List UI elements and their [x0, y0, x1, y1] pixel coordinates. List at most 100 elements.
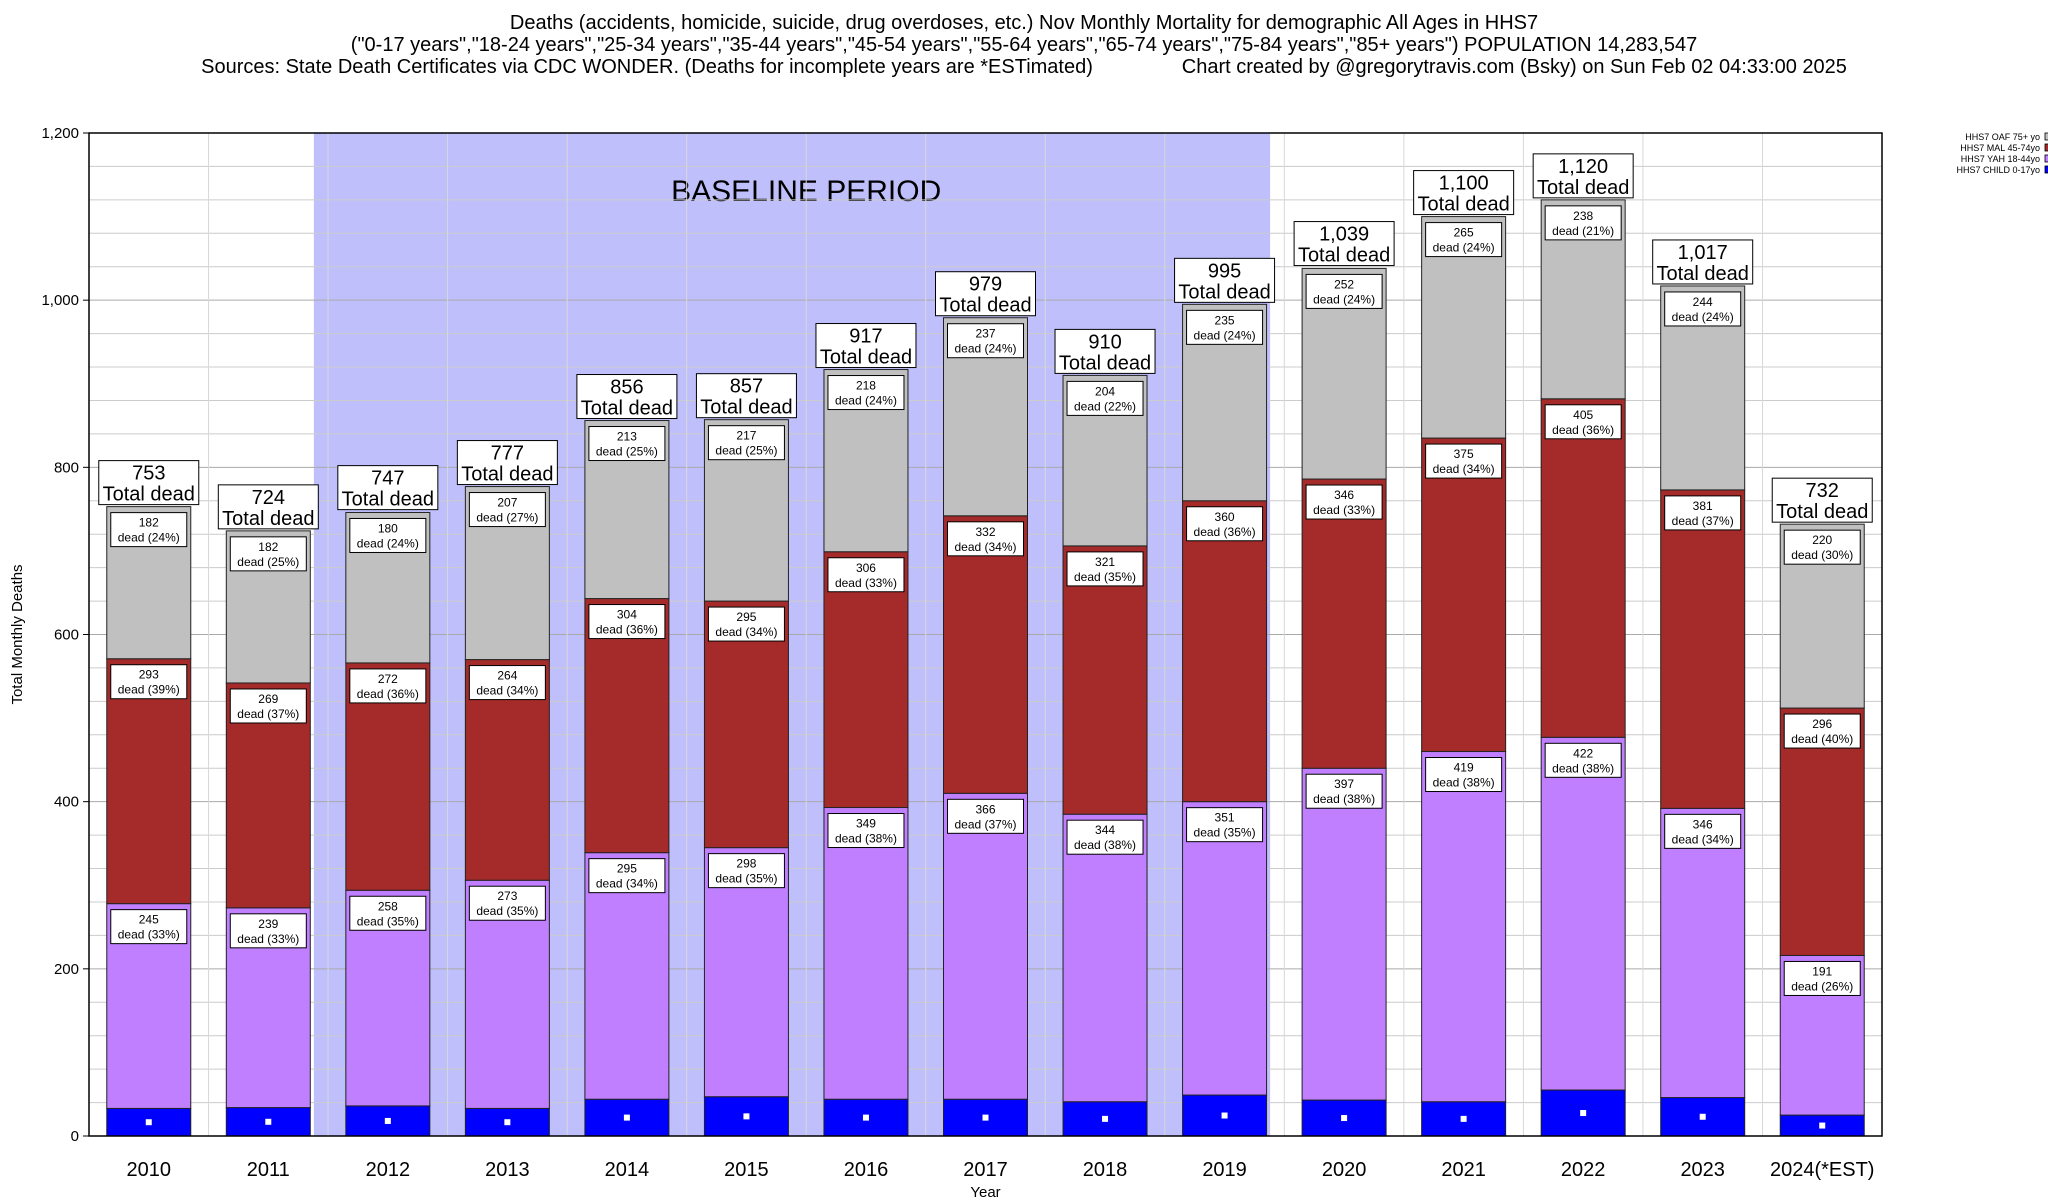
x-tick-label: 2018 [1083, 1159, 1128, 1181]
data-label-percent: dead (38%) [835, 832, 897, 846]
data-label-value: 213 [617, 430, 637, 444]
data-label-percent: dead (34%) [954, 540, 1016, 554]
total-label-box [1174, 257, 1276, 303]
total-label-suffix: Total dead [1178, 281, 1270, 303]
data-label-percent: dead (27%) [476, 511, 538, 525]
data-label-box [468, 492, 546, 528]
total-label-value: 732 [1806, 480, 1839, 502]
y-tick-label: 600 [54, 627, 79, 644]
total-label-suffix: Total dead [1417, 194, 1509, 216]
data-label-box [588, 858, 666, 894]
legend-swatch [2044, 132, 2048, 141]
total-label-box [935, 271, 1036, 317]
bar-segment-hhs7-yah-18-44yo [1062, 813, 1148, 1103]
data-label-box [1305, 273, 1383, 309]
total-label-value: 910 [1088, 331, 1121, 353]
legend-label: HHS7 MAL 45-74yo [1960, 143, 2040, 153]
data-label-percent: dead (34%) [715, 625, 777, 639]
legend-swatch [2044, 143, 2048, 152]
data-label-box [707, 606, 785, 642]
bar-segment-hhs7-mal-45-74yo [1779, 707, 1865, 956]
total-label-box [1771, 477, 1873, 523]
total-label-box [1413, 170, 1515, 216]
data-label-value: 306 [856, 561, 876, 575]
bar-segment-hhs7-yah-18-44yo [943, 792, 1028, 1100]
data-label-percent: dead (35%) [357, 914, 419, 928]
data-label-value: 298 [736, 857, 756, 871]
data-label-percent: dead (35%) [1074, 570, 1136, 584]
data-label-box [1186, 807, 1264, 843]
data-label-value: 360 [1215, 510, 1235, 524]
data-label-percent: dead (37%) [1672, 514, 1734, 528]
child-segment-marker [1221, 1112, 1228, 1119]
data-label-box [1425, 222, 1503, 258]
child-segment-marker [504, 1119, 511, 1126]
x-tick-label: 2016 [844, 1159, 889, 1181]
child-segment-marker [384, 1117, 391, 1124]
bar-segment-hhs7-mal-45-74yo [1660, 489, 1746, 809]
data-label-box [468, 885, 546, 921]
data-label-box [349, 517, 427, 553]
data-label-value: 252 [1334, 277, 1354, 291]
data-label-value: 218 [856, 379, 876, 393]
data-label-value: 264 [497, 669, 517, 683]
data-label-percent: dead (34%) [596, 877, 658, 891]
total-label-value: 1,100 [1439, 173, 1489, 195]
data-label-percent: dead (24%) [1672, 310, 1734, 324]
total-label-suffix: Total dead [103, 484, 195, 506]
data-label-box [1544, 742, 1622, 778]
data-label-value: 293 [139, 668, 159, 682]
bar-segment-hhs7-mal-45-74yo [823, 551, 909, 809]
bar-segment-hhs7-mal-45-74yo [1062, 545, 1148, 815]
total-label-suffix: Total dead [939, 295, 1031, 317]
data-label-value: 295 [617, 862, 637, 876]
total-label-suffix: Total dead [581, 398, 673, 420]
legend-label: HHS7 CHILD 0-17yo [1956, 165, 2040, 175]
data-label-value: 273 [497, 889, 517, 903]
child-segment-marker [1819, 1122, 1826, 1129]
data-label-value: 180 [378, 521, 398, 535]
data-label-value: 245 [139, 913, 159, 927]
chart-title-line-2: ("0-17 years","18-24 years","25-34 years… [350, 34, 1698, 56]
data-label-percent: dead (34%) [1672, 832, 1734, 846]
total-label-box [695, 373, 797, 419]
bar-segment-hhs7-mal-45-74yo [584, 598, 670, 854]
data-label-value: 381 [1693, 499, 1713, 513]
total-label-value: 857 [730, 376, 763, 398]
legend-label: HHS7 OAF 75+ yo [1965, 132, 2040, 142]
data-label-value: 272 [378, 672, 398, 686]
data-label-value: 191 [1812, 964, 1832, 978]
data-label-box [588, 604, 666, 640]
data-label-box [1783, 713, 1861, 749]
data-label-value: 321 [1095, 555, 1115, 569]
data-label-value: 207 [497, 496, 517, 510]
data-label-percent: dead (24%) [954, 342, 1016, 356]
data-label-percent: dead (26%) [1791, 979, 1853, 993]
data-label-value: 349 [856, 817, 876, 831]
data-label-box [1664, 813, 1742, 849]
data-label-value: 237 [975, 327, 995, 341]
data-label-percent: dead (34%) [476, 684, 538, 698]
data-label-value: 204 [1095, 384, 1115, 398]
bar-segment-hhs7-yah-18-44yo [1421, 751, 1507, 1103]
y-tick-label: 0 [71, 1128, 79, 1145]
total-label-box [217, 484, 319, 530]
total-label-suffix: Total dead [700, 397, 792, 419]
data-label-percent: dead (33%) [835, 576, 897, 590]
total-label-box [1293, 221, 1395, 267]
data-label-value: 397 [1334, 777, 1354, 791]
data-label-percent: dead (24%) [835, 394, 897, 408]
total-label-value: 777 [491, 443, 524, 465]
total-label-value: 995 [1208, 260, 1241, 282]
total-label-box [1532, 153, 1634, 199]
data-label-percent: dead (36%) [357, 687, 419, 701]
data-label-percent: dead (37%) [954, 817, 1016, 831]
data-label-box [110, 664, 188, 700]
data-label-value: 269 [258, 692, 278, 706]
data-label-percent: dead (33%) [118, 928, 180, 942]
data-label-value: 366 [975, 802, 995, 816]
y-axis-label: Total Monthly Deaths [9, 564, 26, 704]
total-label-value: 856 [610, 377, 643, 399]
data-label-percent: dead (24%) [118, 531, 180, 545]
data-label-value: 182 [139, 516, 159, 530]
